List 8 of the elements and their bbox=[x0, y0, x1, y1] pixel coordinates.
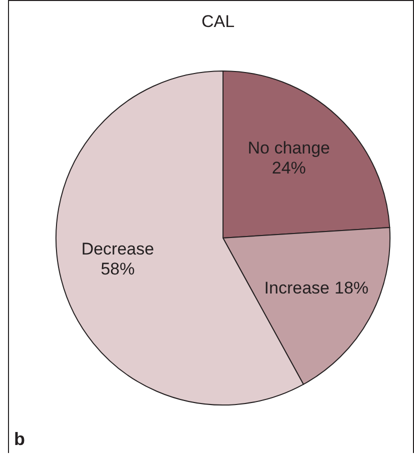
data-label: 58% bbox=[100, 260, 135, 279]
slice-label: Increase bbox=[264, 278, 330, 298]
data-label: 24% bbox=[272, 158, 306, 178]
slice-label: Decrease bbox=[81, 240, 154, 259]
data-label: 18% bbox=[334, 278, 369, 298]
slice-label: No change bbox=[248, 138, 330, 158]
text: b bbox=[14, 429, 25, 449]
chart-title: CAL bbox=[201, 12, 235, 31]
